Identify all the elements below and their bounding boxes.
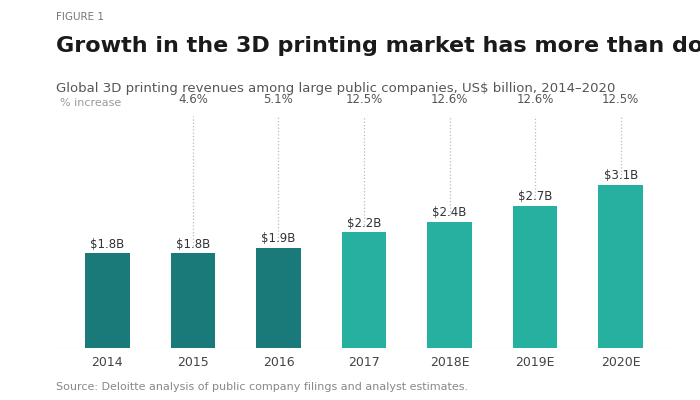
Text: $1.9B: $1.9B bbox=[261, 232, 295, 245]
Bar bbox=[171, 253, 215, 348]
Bar bbox=[85, 253, 130, 348]
Text: 12.6%: 12.6% bbox=[431, 93, 468, 106]
Text: $3.1B: $3.1B bbox=[603, 169, 638, 182]
Bar bbox=[598, 185, 643, 348]
Text: $2.7B: $2.7B bbox=[518, 190, 552, 203]
Text: Source: Deloitte analysis of public company filings and analyst estimates.: Source: Deloitte analysis of public comp… bbox=[56, 382, 468, 392]
Text: 12.5%: 12.5% bbox=[602, 93, 639, 106]
Bar bbox=[256, 248, 301, 348]
Text: 12.6%: 12.6% bbox=[517, 93, 554, 106]
Text: 5.1%: 5.1% bbox=[264, 93, 293, 106]
Text: % increase: % increase bbox=[60, 98, 122, 108]
Text: $1.8B: $1.8B bbox=[176, 238, 210, 251]
Text: FIGURE 1: FIGURE 1 bbox=[56, 12, 104, 22]
Text: Growth in the 3D printing market has more than doubled: Growth in the 3D printing market has mor… bbox=[56, 36, 700, 56]
Text: $2.4B: $2.4B bbox=[433, 206, 467, 219]
Text: 12.5%: 12.5% bbox=[345, 93, 383, 106]
Bar bbox=[513, 206, 557, 348]
Bar bbox=[427, 222, 472, 348]
Text: 4.6%: 4.6% bbox=[178, 93, 208, 106]
Text: Global 3D printing revenues among large public companies, US$ billion, 2014–2020: Global 3D printing revenues among large … bbox=[56, 82, 615, 95]
Bar bbox=[342, 232, 386, 348]
Text: $2.2B: $2.2B bbox=[346, 216, 382, 230]
Text: $1.8B: $1.8B bbox=[90, 238, 125, 251]
